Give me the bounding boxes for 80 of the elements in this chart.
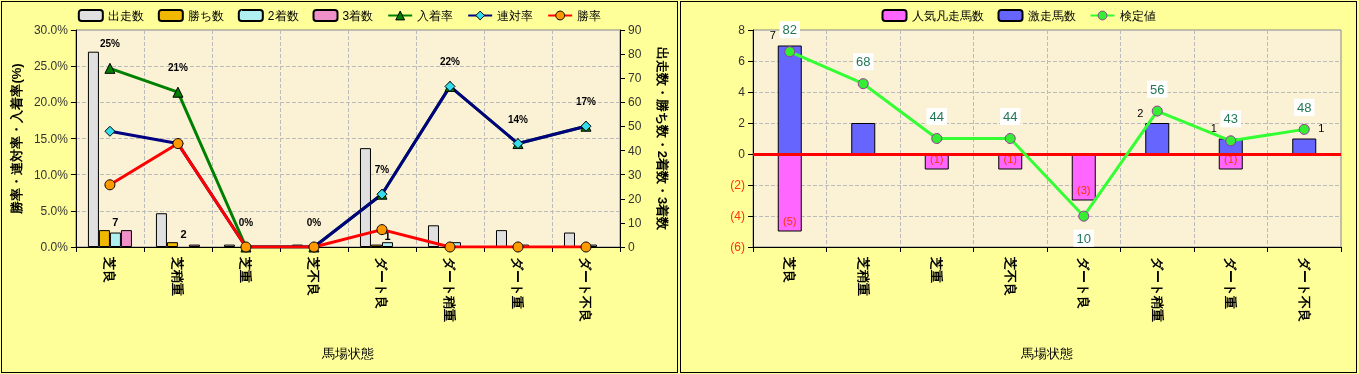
- y-tick-label: 10.0%: [33, 167, 69, 182]
- x-tick-label: 芝重: [929, 256, 945, 283]
- y-tick-label: 6: [738, 54, 746, 68]
- y2-tick-label: 50: [628, 119, 642, 134]
- legend-label: 激走馬数: [1027, 8, 1076, 23]
- data-label: 82: [782, 22, 797, 38]
- x-tick-label: ダート重: [510, 257, 526, 309]
- x-tick-label: ダート稍重: [1149, 257, 1165, 322]
- y-tick-label: 5.0%: [40, 203, 69, 218]
- y-tick-label: (6): [730, 240, 745, 254]
- x-tick-label: 芝重: [238, 256, 254, 283]
- data-label: 7: [112, 215, 119, 228]
- y2-tick-label: 40: [628, 143, 642, 158]
- y2-tick-label: 20: [628, 191, 642, 206]
- data-label: 68: [856, 54, 871, 70]
- legend-label: 連対率: [497, 8, 534, 23]
- legend-label: 2着数: [267, 8, 299, 23]
- y-tick-label: 4: [738, 85, 746, 99]
- legend-label: 検定値: [1119, 8, 1156, 23]
- y-tick-label: 15.0%: [33, 131, 69, 146]
- data-label: 2: [180, 227, 187, 240]
- y2-tick-label: 10: [628, 215, 642, 230]
- x-tick-label: 芝不良: [306, 256, 322, 296]
- y2-tick-label: 80: [628, 47, 642, 62]
- x-axis-title: 馬場状態: [1020, 346, 1073, 361]
- data-label: 56: [1150, 81, 1165, 97]
- y2-tick-label: 0: [628, 240, 635, 254]
- data-label: 1: [1318, 122, 1325, 134]
- y-tick-label: 20.0%: [33, 95, 69, 110]
- x-tick-label: ダート重: [1223, 257, 1239, 309]
- y-tick-label: 8: [738, 23, 746, 37]
- data-label: 7%: [374, 164, 390, 176]
- y2-tick-label: 70: [628, 71, 642, 86]
- data-label: 0%: [306, 217, 322, 228]
- data-label: 25%: [99, 38, 121, 50]
- legend-label: 出走数: [107, 8, 144, 23]
- data-label: 7: [769, 29, 776, 41]
- x-tick-label: ダート良: [374, 257, 390, 309]
- data-label: 44: [1003, 109, 1018, 124]
- x-tick-label: ダート不良: [578, 257, 594, 322]
- legend-label: 勝ち数: [187, 8, 224, 23]
- y-tick-label: 25.0%: [33, 59, 69, 74]
- y-tick-label: 0.0%: [40, 240, 69, 254]
- y2-axis-title: 出走数・勝ち数・2着数・3着数: [655, 46, 670, 232]
- legend-label: 人気凡走馬数: [911, 8, 984, 23]
- y-axis-title: 勝率・連対率・入着率(%): [9, 63, 24, 215]
- x-tick-label: 芝稍重: [855, 256, 871, 296]
- data-label: 0%: [238, 217, 254, 228]
- x-tick-label: 芝良: [782, 256, 798, 283]
- y-tick-label: 30.0%: [33, 23, 69, 37]
- x-tick-label: 芝不良: [1002, 256, 1018, 296]
- data-label: 1: [384, 230, 391, 243]
- y-tick-label: 2: [738, 116, 746, 130]
- x-tick-label: ダート良: [1076, 257, 1092, 309]
- data-label: 21%: [167, 62, 189, 74]
- x-tick-label: 芝稍重: [170, 256, 186, 296]
- y2-tick-label: 90: [628, 23, 642, 37]
- legend-label: 入着率: [417, 8, 454, 23]
- data-label: 48: [1297, 99, 1312, 115]
- x-tick-label: 芝良: [102, 256, 118, 283]
- legend-label: 勝率: [577, 8, 602, 23]
- data-label: 1: [1210, 122, 1217, 134]
- y-tick-label: (4): [730, 209, 745, 223]
- y2-tick-label: 60: [628, 95, 642, 110]
- data-label: 43: [1223, 111, 1238, 127]
- data-label: 17%: [575, 96, 597, 108]
- data-label: (3): [1077, 184, 1091, 196]
- data-label: 2: [1137, 106, 1144, 119]
- y-tick-label: 0: [738, 147, 746, 161]
- data-label: 14%: [507, 113, 529, 125]
- x-tick-label: ダート稍重: [442, 257, 458, 322]
- legend-label: 3着数: [342, 8, 374, 23]
- data-label: (5): [783, 215, 797, 227]
- x-axis-title: 馬場状態: [320, 346, 374, 361]
- y-tick-label: (2): [730, 178, 745, 192]
- y2-tick-label: 30: [628, 167, 642, 182]
- data-label: 22%: [439, 56, 461, 68]
- data-label: 44: [929, 109, 944, 124]
- x-tick-label: ダート不良: [1296, 257, 1312, 322]
- data-label: 10: [1076, 230, 1091, 246]
